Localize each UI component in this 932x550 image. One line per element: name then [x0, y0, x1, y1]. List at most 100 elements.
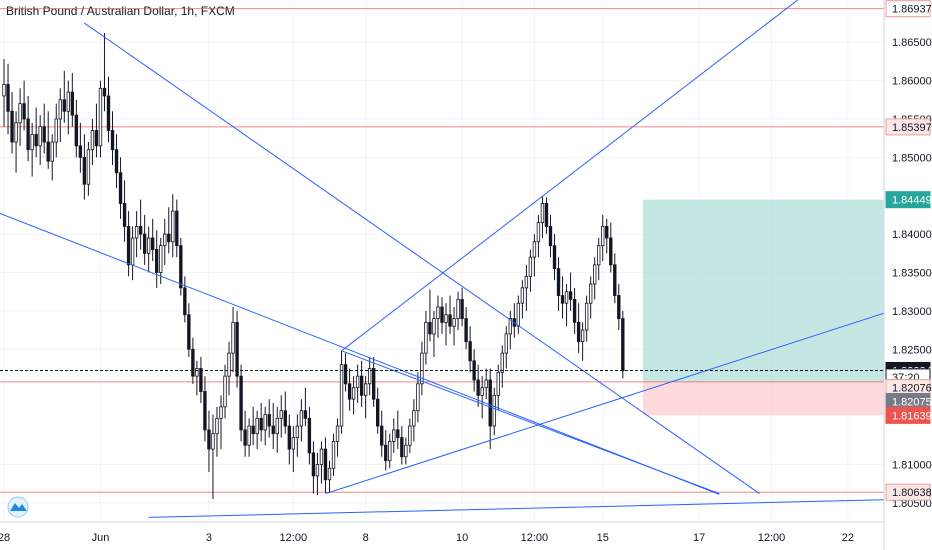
stop-loss-zone[interactable]: [642, 381, 884, 416]
candle-body: [456, 298, 460, 319]
candle-body: [416, 383, 420, 412]
candle-body: [283, 410, 287, 427]
candle-body: [359, 375, 364, 396]
time-tick-label: 8: [363, 532, 369, 544]
candle-body: [376, 398, 380, 427]
candle-body: [564, 291, 569, 304]
candle-body: [319, 448, 324, 465]
candle-body: [343, 364, 348, 385]
candle-body: [163, 233, 167, 247]
candle-body: [227, 352, 231, 377]
price-badge: [885, 118, 931, 136]
candle-body: [464, 318, 468, 343]
candle-body: [524, 275, 529, 289]
trendline[interactable]: [341, 350, 720, 495]
candle-body: [66, 91, 70, 112]
candle-body: [363, 383, 368, 396]
price-badge-label: 1.81639: [892, 410, 932, 422]
candle-body: [239, 375, 243, 431]
candle-body: [315, 464, 320, 477]
candle-body: [62, 99, 66, 112]
candle-body: [609, 237, 613, 266]
trendline[interactable]: [325, 312, 885, 495]
price-tick-label: 1.83500: [892, 268, 932, 280]
candle-body: [560, 295, 565, 304]
time-tick-label: 28: [0, 532, 10, 544]
candle-body: [2, 84, 6, 97]
candle-body: [584, 302, 589, 331]
candle-body: [14, 122, 18, 143]
candle-body: [384, 444, 388, 461]
candle-body: [287, 425, 291, 450]
candle-body: [251, 425, 255, 435]
candle-body: [576, 322, 581, 343]
candle-body: [440, 306, 444, 323]
candle-body: [540, 203, 545, 224]
trendline[interactable]: [148, 499, 885, 518]
candle-body: [327, 467, 332, 481]
price-badge: [885, 483, 931, 501]
price-tick-label: 1.84000: [892, 229, 932, 241]
candle-body: [42, 126, 46, 143]
candle-body: [372, 368, 376, 400]
candle-body: [508, 318, 512, 335]
candles-layer: [2, 33, 625, 499]
trendline[interactable]: [0, 212, 720, 495]
chart-title: British Pound / Australian Dollar, 1h, F…: [6, 4, 235, 18]
candle-body: [307, 417, 312, 454]
candle-body: [175, 210, 179, 247]
trendline[interactable]: [84, 22, 760, 495]
candle-body: [412, 410, 416, 427]
candle-body: [271, 425, 275, 435]
candle-body: [448, 314, 452, 327]
candle-body: [613, 264, 617, 296]
candle-body: [408, 425, 412, 446]
price-axis: 1.865001.860001.855001.850001.840001.835…: [883, 0, 932, 550]
candle-body: [520, 287, 525, 304]
candle-body: [323, 448, 328, 481]
price-tick-label: 1.83000: [892, 306, 932, 318]
candle-body: [492, 394, 496, 427]
candle-body: [396, 429, 400, 438]
candle-body: [151, 237, 155, 250]
candle-body: [255, 417, 259, 435]
time-tick-label: 22: [842, 532, 854, 544]
candle-body: [267, 414, 271, 427]
time-tick-label: Jun: [92, 532, 110, 544]
candle-body: [6, 84, 10, 112]
candle-body: [380, 425, 384, 446]
candle-body: [130, 237, 135, 266]
price-badge: [885, 0, 931, 18]
candle-body: [82, 156, 87, 185]
candle-body: [367, 368, 372, 385]
candle-body: [183, 287, 187, 316]
profit-zone[interactable]: [642, 199, 884, 382]
candle-body: [593, 264, 597, 285]
candle-body: [339, 364, 344, 427]
price-tick-label: 1.81000: [892, 459, 932, 471]
candle-body: [138, 226, 143, 235]
candle-body: [231, 322, 235, 354]
candle-body: [98, 87, 103, 147]
time-tick-label: 12:00: [280, 532, 308, 544]
price-badge-label: 1.82076: [892, 383, 932, 395]
trendline[interactable]: [341, 0, 808, 352]
candle-body: [54, 118, 58, 143]
candle-body: [247, 425, 251, 446]
time-tick-label: 10: [456, 532, 468, 544]
candle-body: [155, 249, 159, 273]
candle-body: [26, 118, 30, 151]
candle-body: [70, 91, 75, 116]
candle-body: [404, 444, 408, 458]
candle-body: [548, 226, 553, 247]
trendlines-layer: [0, 0, 885, 518]
price-badge: [885, 191, 931, 209]
candle-body: [171, 210, 175, 243]
candle-body: [452, 318, 456, 327]
price-tick-label: 1.85000: [892, 152, 932, 164]
candle-body: [90, 130, 95, 151]
price-tick-label: 1.86500: [892, 37, 932, 49]
candle-body: [556, 268, 561, 296]
candle-body: [601, 226, 605, 247]
